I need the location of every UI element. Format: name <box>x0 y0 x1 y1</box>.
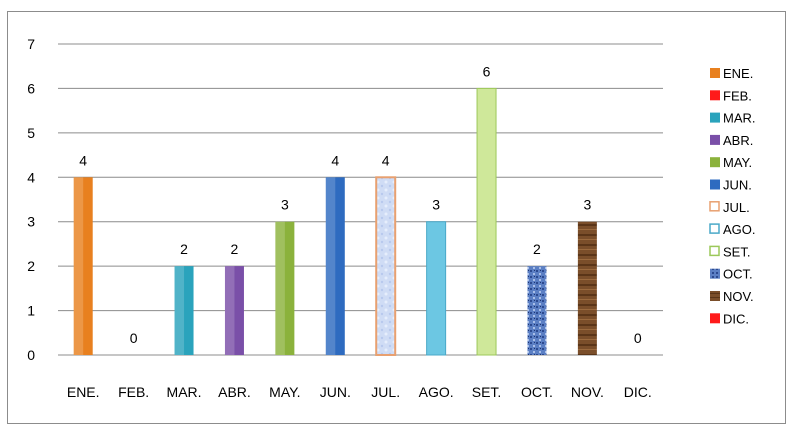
legend-swatch <box>709 245 720 257</box>
legend-swatch <box>710 313 720 324</box>
legend-label: JUL. <box>723 200 750 215</box>
legend: ENE. FEB. MAR. ABR. MAY. JUN. JUL. AGO. SET. OCT.… <box>709 66 756 326</box>
bar <box>275 221 295 355</box>
data-label: 4 <box>79 152 87 168</box>
legend-label: DIC. <box>723 311 749 326</box>
legend-swatch <box>710 157 720 168</box>
legend-label: JUN. <box>723 178 752 193</box>
legend-swatch <box>710 268 720 279</box>
grid-lines <box>58 43 663 356</box>
legend-label: ENE. <box>723 66 753 81</box>
legend-label: NOV. <box>723 289 754 304</box>
legend-label: SET. <box>723 244 750 259</box>
bar <box>224 266 244 355</box>
x-tick-label: MAR. <box>167 384 202 400</box>
bar <box>375 176 397 356</box>
x-tick-label: NOV. <box>571 384 604 400</box>
data-label: 2 <box>231 241 239 257</box>
x-tick-label: FEB. <box>118 384 149 400</box>
bar <box>527 266 547 355</box>
legend-label: MAR. <box>723 111 756 126</box>
bar-highlight <box>275 221 285 355</box>
legend-label: MAY. <box>723 155 752 170</box>
bar-highlight <box>73 177 84 355</box>
bars <box>73 87 597 356</box>
legend-swatch <box>710 134 720 145</box>
bar-highlight <box>174 266 185 355</box>
legend-label: OCT. <box>723 267 753 282</box>
data-label: 2 <box>533 241 541 257</box>
bar <box>73 177 93 355</box>
y-tick-label: 2 <box>27 258 35 274</box>
data-label: 0 <box>130 330 138 346</box>
bar <box>174 266 194 355</box>
x-tick-label: ENE. <box>67 384 100 400</box>
bar-chart: 0 1 2 3 4 5 6 7 4 0 2 2 3 4 4 3 6 2 3 0 ENE. FEB. MAR. ABR. MA… <box>27 36 756 400</box>
data-label: 2 <box>180 241 188 257</box>
legend-swatch <box>710 68 720 78</box>
x-tick-label: SET. <box>472 384 502 400</box>
y-tick-label: 5 <box>27 125 35 141</box>
x-tick-label: JUL. <box>371 384 400 400</box>
bar-highlight <box>224 266 235 355</box>
x-tick-label: JUN. <box>320 384 351 400</box>
chart-frame: 0 1 2 3 4 5 6 7 4 0 2 2 3 4 4 3 6 2 3 0 ENE. FEB. MAR. ABR. MA… <box>7 11 786 424</box>
y-tick-label: 0 <box>27 347 35 363</box>
legend-swatch <box>710 112 720 123</box>
legend-swatch <box>710 179 720 190</box>
data-labels: 4 0 2 2 3 4 4 3 6 2 3 0 <box>79 63 642 346</box>
bar <box>577 221 597 355</box>
legend-swatch <box>710 90 720 101</box>
bar <box>426 221 447 356</box>
legend-swatch <box>709 201 720 212</box>
x-tick-label: MAY. <box>269 384 300 400</box>
data-label: 3 <box>583 197 591 213</box>
y-tick-label: 4 <box>27 169 35 185</box>
y-tick-label: 3 <box>27 214 35 230</box>
data-label: 4 <box>382 152 390 168</box>
data-label: 6 <box>483 63 491 79</box>
legend-swatch <box>710 291 720 301</box>
x-tick-label: AGO. <box>419 384 454 400</box>
legend-swatch <box>709 223 720 234</box>
data-label: 3 <box>432 197 440 213</box>
data-label: 4 <box>331 152 339 168</box>
bar-highlight <box>325 177 336 355</box>
x-tick-label: DIC. <box>624 384 652 400</box>
data-label: 0 <box>634 330 642 346</box>
x-axis-tick-labels: ENE. FEB. MAR. ABR. MAY. JUN. JUL. AGO. SET. OCT.… <box>67 384 652 400</box>
legend-label: ABR. <box>723 133 753 148</box>
bar <box>476 87 497 356</box>
y-axis-tick-labels: 0 1 2 3 4 5 6 7 <box>27 36 35 363</box>
y-tick-label: 7 <box>27 36 35 52</box>
data-label: 3 <box>281 197 289 213</box>
x-tick-label: OCT. <box>521 384 553 400</box>
y-tick-label: 1 <box>27 303 35 319</box>
x-tick-label: ABR. <box>218 384 251 400</box>
legend-label: AGO. <box>723 222 756 237</box>
bar <box>325 177 345 355</box>
legend-label: FEB. <box>723 88 752 103</box>
y-tick-label: 6 <box>27 80 35 96</box>
